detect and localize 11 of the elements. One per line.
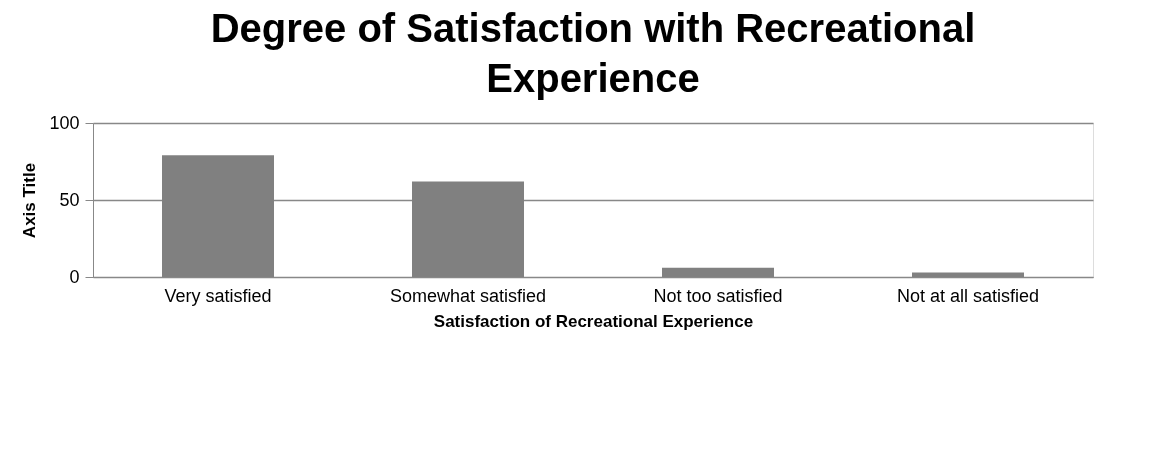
y-tick-label: 0 <box>69 266 80 287</box>
x-tick-label: Very satisfied <box>164 285 272 306</box>
text: Degree of Satisfaction with Recreational <box>210 6 976 50</box>
x-tick-label: Somewhat satisfied <box>389 285 547 306</box>
x-tick-label: Not at all satisfied <box>896 285 1040 306</box>
y-axis-title: Axis Title <box>20 162 40 239</box>
y-tick-label: 100 <box>49 112 80 133</box>
text: Experience <box>486 56 700 100</box>
x-tick-label: Not too satisfied <box>653 285 783 306</box>
y-tick-label: 50 <box>59 189 80 210</box>
x-axis-title: Satisfaction of Recreational Experience <box>433 311 754 331</box>
